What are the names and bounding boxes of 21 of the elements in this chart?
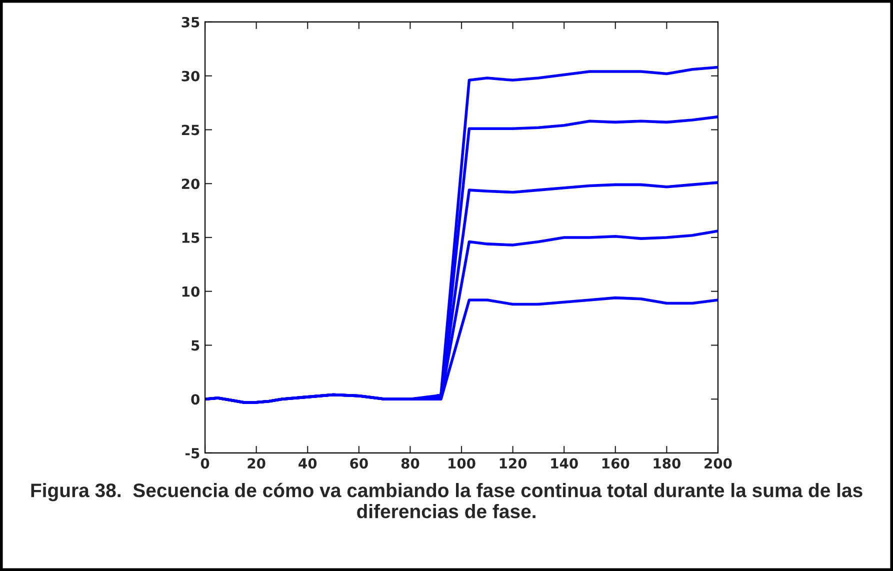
y-tick-label: 15 bbox=[182, 232, 200, 243]
x-tick-label: 0 bbox=[200, 458, 210, 469]
y-tick-label: 5 bbox=[192, 340, 200, 351]
y-tick-label: 35 bbox=[182, 16, 200, 28]
y-tick-label: 20 bbox=[182, 178, 200, 190]
y-tick-label: 30 bbox=[182, 70, 200, 82]
x-tick-label: 100 bbox=[448, 458, 476, 469]
y-tick-label: 10 bbox=[182, 286, 200, 297]
x-tick-label: 40 bbox=[298, 458, 317, 469]
x-tick-label: 160 bbox=[602, 458, 630, 469]
y-tick-label: 25 bbox=[182, 124, 200, 136]
x-tick-label: 140 bbox=[551, 458, 578, 469]
x-tick-label: 60 bbox=[350, 458, 368, 469]
text: Figura 38. Secuencia de cómo va cambiando la fase continua total durante la suma de las diferencias de fase. bbox=[31, 482, 862, 518]
x-tick-label: 180 bbox=[654, 458, 681, 469]
x-tick-label: 120 bbox=[500, 458, 527, 469]
x-tick-label: 20 bbox=[248, 458, 266, 469]
y-tick-label: 0 bbox=[191, 394, 200, 405]
x-tick-label: 80 bbox=[401, 458, 420, 469]
x-tick-label: 200 bbox=[704, 458, 732, 469]
y-tick-label: -5 bbox=[185, 448, 200, 458]
